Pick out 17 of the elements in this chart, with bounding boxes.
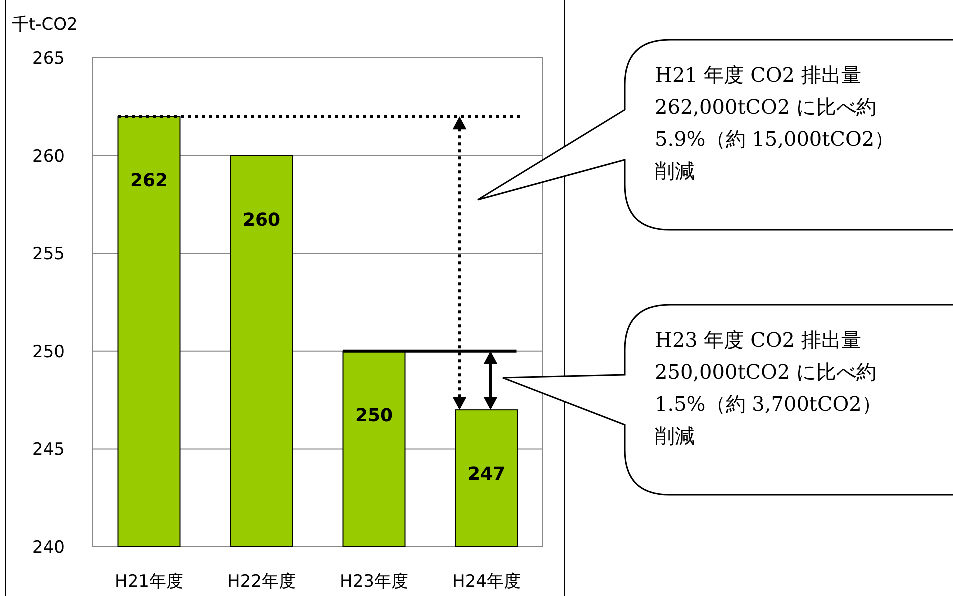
data-label: 260 xyxy=(242,210,281,231)
text: H21 年度 CO2 排出量 262,000tCO2 に比べ約 5.9%（約 15,000tCO2）削減 xyxy=(655,63,895,183)
x-tick-label: H22年度 xyxy=(228,572,296,592)
y-tick-label: 265 xyxy=(32,49,65,69)
data-label: 250 xyxy=(355,405,394,426)
y-tick-label: 245 xyxy=(32,440,65,460)
y-axis-title: 千t-CO2 xyxy=(12,15,78,35)
data-label: 247 xyxy=(468,464,506,486)
y-tick-label: 250 xyxy=(32,342,65,362)
y-tick-label: 260 xyxy=(32,146,65,167)
x-tick-label: H24年度 xyxy=(452,572,521,592)
text: H23 年度 CO2 排出量 250,000tCO2 に比べ約 1.5%（約 3,700tCO2）削減 xyxy=(655,328,882,448)
x-tick-label: H23年度 xyxy=(340,572,408,592)
y-tick-label: 255 xyxy=(32,244,65,265)
x-tick-label: H21年度 xyxy=(115,572,184,592)
y-tick-label: 240 xyxy=(32,538,65,558)
data-label: 262 xyxy=(130,170,168,192)
